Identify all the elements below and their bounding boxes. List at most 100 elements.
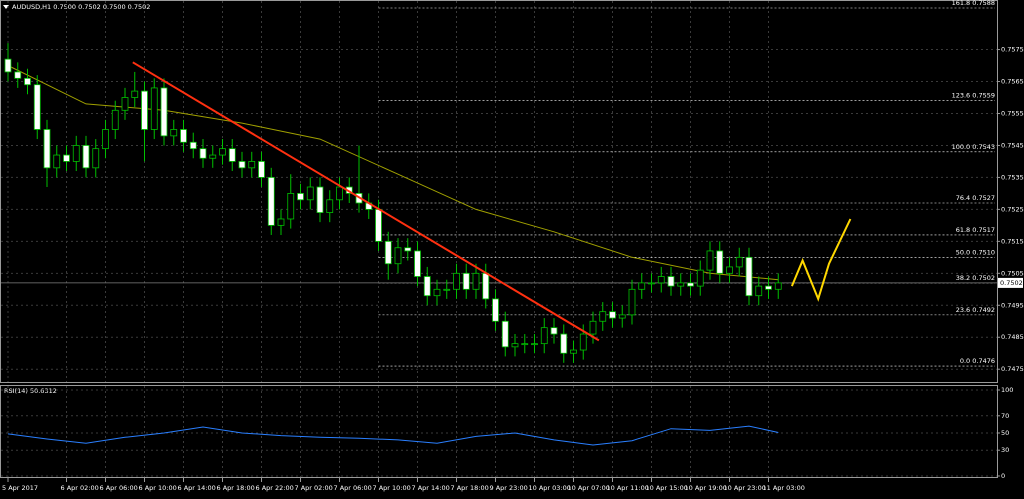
y-tick-label: 0.7525 bbox=[1001, 205, 1024, 213]
fibonacci-label: 23.6 0.7492 bbox=[956, 306, 995, 314]
x-tick-label: 10 Apr 03:00 bbox=[529, 484, 571, 492]
candle-body bbox=[228, 148, 236, 162]
candle-body bbox=[277, 218, 285, 226]
rsi-label: RSI(14) 50.6312 bbox=[4, 387, 57, 395]
projection bbox=[790, 218, 852, 302]
candle-body bbox=[531, 343, 538, 346]
candle-body bbox=[131, 90, 139, 98]
rsi-frame bbox=[0, 385, 998, 478]
candle-body bbox=[443, 288, 451, 291]
candle-body bbox=[336, 186, 343, 201]
candle-body bbox=[726, 266, 733, 274]
candle-body bbox=[121, 97, 129, 111]
candle-body bbox=[14, 71, 22, 79]
candle-body bbox=[706, 250, 714, 271]
candle-body bbox=[628, 288, 636, 316]
candle-body bbox=[72, 145, 80, 162]
candle-body bbox=[492, 298, 499, 322]
candle-body bbox=[404, 247, 412, 252]
moving-average bbox=[7, 65, 779, 281]
candle-body bbox=[141, 90, 148, 130]
x-tick-label: 6 Apr 14:00 bbox=[178, 484, 216, 492]
candle-body bbox=[326, 199, 334, 213]
candle-body bbox=[297, 193, 304, 201]
candle-body bbox=[579, 333, 587, 351]
candle-body bbox=[453, 272, 460, 290]
x-tick-label: 7 Apr 14:00 bbox=[412, 484, 450, 492]
candle-body bbox=[550, 327, 558, 335]
x-tick-label: 10 Apr 19:00 bbox=[685, 484, 727, 492]
candle-body bbox=[63, 154, 70, 162]
x-tick-label: 5 Apr 2017 bbox=[2, 484, 38, 492]
rsi-tick-label: 70 bbox=[1001, 412, 1009, 420]
candle-body bbox=[248, 161, 256, 169]
fibonacci-label: 61.8 0.7517 bbox=[956, 226, 995, 234]
x-tick-label: 7 Apr 02:00 bbox=[295, 484, 333, 492]
x-tick-label: 10 Apr 15:00 bbox=[646, 484, 688, 492]
rsi-tick-label: 100 bbox=[1001, 386, 1013, 394]
candle-body bbox=[511, 343, 519, 348]
candle-body bbox=[774, 282, 782, 290]
candle-body bbox=[306, 186, 314, 201]
candle-body bbox=[219, 148, 226, 156]
y-tick-label: 0.7545 bbox=[1001, 141, 1024, 149]
fibonacci-label: 50.0 0.7510 bbox=[956, 248, 995, 256]
candle-body bbox=[267, 177, 275, 226]
candle-body bbox=[414, 250, 421, 277]
candle-body bbox=[716, 250, 724, 274]
x-tick-label: 6 Apr 02:00 bbox=[61, 484, 99, 492]
candle-body bbox=[4, 58, 12, 73]
candle-body bbox=[735, 256, 743, 268]
x-tick-label: 10 Apr 23:00 bbox=[724, 484, 766, 492]
x-tick-label: 6 Apr 18:00 bbox=[217, 484, 255, 492]
candle-body bbox=[180, 129, 187, 143]
fibonacci-label: 100.0 0.7543 bbox=[952, 143, 995, 151]
y-tick-label: 0.7555 bbox=[1001, 109, 1024, 117]
candle-body bbox=[657, 276, 665, 284]
candle-body bbox=[375, 208, 382, 242]
candle-body bbox=[150, 87, 158, 130]
candle-body bbox=[433, 288, 441, 297]
candle-body bbox=[687, 282, 694, 287]
candle-body bbox=[111, 109, 119, 130]
last-price-box bbox=[998, 277, 1023, 288]
main-frame bbox=[0, 0, 998, 383]
candle-body bbox=[696, 269, 704, 287]
candle-body bbox=[677, 282, 685, 287]
candle-body bbox=[33, 84, 41, 130]
last-price-label: 0.7502 bbox=[1000, 279, 1023, 287]
candle-body bbox=[82, 145, 90, 169]
candle-body bbox=[53, 154, 61, 169]
x-tick-label: 6 Apr 06:00 bbox=[100, 484, 138, 492]
candle-body bbox=[521, 343, 529, 346]
y-tick-label: 0.7515 bbox=[1001, 237, 1024, 245]
fibonacci-label: 38.2 0.7502 bbox=[956, 274, 995, 282]
fibonacci-label: 0.0 0.7476 bbox=[960, 357, 995, 365]
candle-body bbox=[160, 87, 168, 137]
candle-body bbox=[599, 311, 607, 322]
candle-body bbox=[170, 129, 178, 137]
y-tick-label: 0.7535 bbox=[1001, 173, 1024, 181]
trendline bbox=[132, 61, 600, 342]
y-tick-label: 0.7565 bbox=[1001, 78, 1024, 86]
y-tick-label: 0.7575 bbox=[1001, 46, 1024, 54]
candle-body bbox=[199, 148, 207, 159]
fibonacci-label: 76.4 0.7527 bbox=[956, 194, 995, 202]
candle-body bbox=[287, 193, 295, 220]
y-tick-label: 0.7495 bbox=[1001, 301, 1024, 309]
candle-body bbox=[462, 272, 470, 290]
rsi-tick-label: 50 bbox=[1001, 429, 1009, 437]
candle-body bbox=[765, 285, 772, 290]
candle-body bbox=[618, 314, 626, 319]
rsi-tick-label: 30 bbox=[1001, 446, 1009, 454]
candle-body bbox=[501, 320, 509, 348]
candle-body bbox=[238, 161, 246, 169]
candle-body bbox=[423, 276, 431, 297]
x-tick-label: 7 Apr 06:00 bbox=[334, 484, 372, 492]
candle-body bbox=[102, 129, 109, 150]
x-tick-label: 6 Apr 10:00 bbox=[139, 484, 177, 492]
candle-body bbox=[560, 333, 568, 354]
